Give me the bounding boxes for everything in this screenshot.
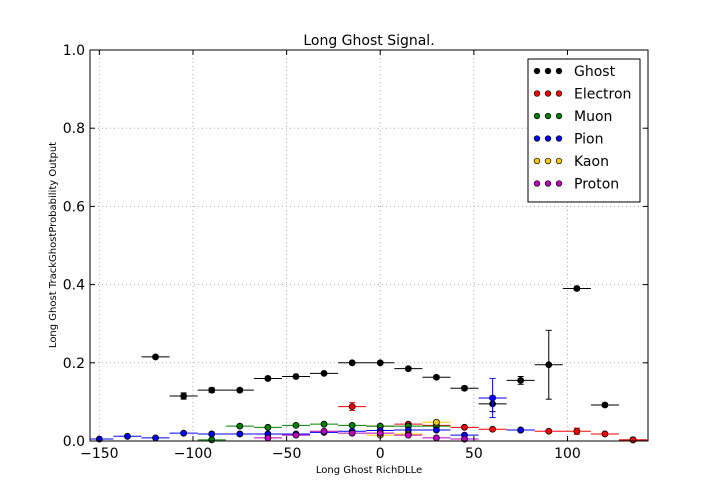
data-point [601,430,609,438]
legend: Ghost Electron Muon Pion Kaon Proton [527,58,641,203]
legend-entry-muon: Muon [533,109,612,125]
x-tick-label: 0 [376,446,385,462]
data-point [517,426,525,434]
data-point [348,403,356,410]
data-point [573,427,581,435]
data-point [348,429,356,437]
data-point [320,420,328,428]
legend-label: Muon [574,109,612,125]
data-point [573,285,581,292]
data-point [236,422,244,430]
legend-marker [555,180,563,187]
data-point [404,365,412,373]
legend-marker [533,157,541,165]
legend-marker [555,90,563,97]
data-point [489,425,496,433]
data-point [208,430,216,438]
data-point [461,384,468,392]
legend-marker [555,112,563,120]
data-point [180,392,188,400]
data-point [292,431,300,439]
x-axis-label: Long Ghost RichDLLe [316,465,422,476]
data-point [433,426,440,434]
legend-marker [533,67,541,75]
data-point [348,421,356,429]
legend-entry-pion: Pion [533,132,603,148]
legend-label: Kaon [574,154,609,170]
legend-marker [533,180,541,187]
data-point [236,430,244,438]
data-point [152,434,159,442]
legend-marker [544,180,552,187]
legend-label: Pion [574,132,603,148]
chart-title: Long Ghost Signal. [303,33,434,49]
legend-marker [555,67,563,75]
x-tick-label: 50 [465,446,483,462]
series-layer [90,285,648,444]
legend-label: Ghost [574,64,616,80]
legend-marker [544,112,552,120]
data-point [264,375,272,382]
data-point [264,423,272,431]
legend-marker [533,112,541,120]
data-point [208,436,216,444]
data-point [320,369,328,377]
data-point [433,418,440,426]
y-tick-label: 0.4 [63,278,85,294]
x-tick-label: −150 [80,446,118,462]
data-point [629,436,637,444]
data-point [180,429,188,437]
data-point [124,432,131,440]
data-point [433,434,440,442]
legend-marker [533,135,541,142]
data-point [376,359,384,367]
x-tick-label: 100 [554,446,581,462]
y-tick-label: 0.8 [63,121,85,137]
y-tick-label: 0.6 [63,199,85,215]
data-point [208,386,216,394]
y-tick-label: 0.2 [63,356,85,372]
data-point [461,423,468,431]
legend-label: Proton [574,177,619,193]
legend-marker [555,157,563,165]
data-point [320,427,328,435]
data-point [404,431,412,439]
legend-marker [544,157,552,165]
data-point [292,373,300,380]
x-tick-label: −100 [174,446,212,462]
legend-marker [533,90,541,97]
x-tick-label: −50 [272,446,302,462]
data-point [152,353,159,361]
legend-entry-kaon: Kaon [533,154,609,170]
legend-box [527,58,641,203]
series-proton [253,427,479,443]
legend-marker [544,67,552,75]
legend-entry-proton: Proton [533,177,619,193]
data-point [292,421,300,429]
legend-entry-electron: Electron [533,87,631,103]
plot-frame [89,49,649,442]
data-point [601,401,609,409]
legend-entry-ghost: Ghost [533,64,616,80]
y-tick-label: 0.0 [63,434,85,450]
data-point [433,373,440,381]
data-point [545,427,553,435]
data-point [545,361,553,369]
series-muon [197,420,451,444]
legend-marker [544,135,552,142]
series-ghost [141,285,648,444]
data-point [376,429,384,437]
legend-marker [544,90,552,97]
legend-marker [555,135,563,142]
y-tick-label: 1.0 [63,43,85,59]
y-axis-label: Long Ghost TrackGhostProbability Output [48,142,59,348]
data-point [264,434,272,442]
axis-ticks: −150 −100 −50 0 50 100 0.0 0.2 0.4 0.6 0.8 1.0 [63,43,648,462]
data-point [517,376,525,384]
data-point [348,359,356,367]
data-point [236,386,244,394]
legend-label: Electron [574,87,631,103]
data-point [489,394,496,402]
